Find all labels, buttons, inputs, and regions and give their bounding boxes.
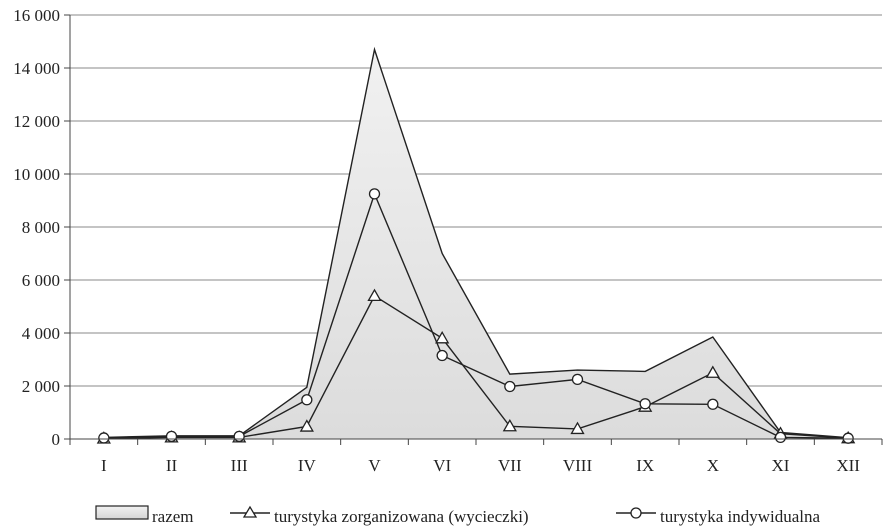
x-tick-label: III	[231, 456, 248, 475]
y-tick-label: 2 000	[22, 377, 60, 396]
series-indywidualna	[98, 188, 854, 444]
x-tick-label: XII	[836, 456, 860, 475]
x-tick-label: VI	[433, 456, 451, 475]
x-tick-label: X	[707, 456, 719, 475]
circle-marker	[436, 349, 448, 362]
circle-marker	[504, 380, 516, 393]
triangle-marker	[435, 330, 450, 344]
triangle-marker	[367, 288, 382, 302]
circle-marker	[639, 398, 651, 410]
y-tick-label: 10 000	[13, 165, 60, 184]
legend: razem turystyka zorganizowana (wycieczki)…	[95, 505, 821, 526]
series-line	[103, 294, 849, 440]
area-fill	[103, 49, 849, 439]
y-tick-label: 12 000	[13, 112, 60, 131]
series-line	[103, 191, 849, 439]
triangle-marker	[502, 418, 517, 432]
circle-marker	[165, 430, 178, 443]
circle-marker	[707, 398, 719, 410]
x-tick-label: IV	[298, 456, 317, 475]
x-tick-label: XI	[772, 456, 790, 475]
y-tick-label: 0	[52, 430, 61, 449]
gridlines	[70, 14, 882, 387]
circle-marker	[571, 373, 584, 386]
x-tick-label: IX	[636, 456, 654, 475]
area-series-razem	[103, 46, 849, 439]
legend-label-razem: razem	[152, 507, 194, 526]
y-tick-label: 4 000	[22, 324, 60, 343]
triangle-marker	[570, 421, 585, 435]
legend-circle-marker	[630, 507, 642, 519]
circle-marker	[98, 432, 110, 444]
y-tick-label: 6 000	[22, 271, 60, 290]
circle-marker	[301, 394, 313, 406]
legend-swatch-razem	[95, 505, 149, 520]
x-tick-label: VIII	[563, 456, 593, 475]
x-tick-label: II	[166, 456, 178, 475]
y-tick-label: 8 000	[22, 218, 60, 237]
circle-marker	[233, 430, 245, 443]
circle-marker	[842, 432, 854, 444]
x-tick-label: I	[101, 456, 107, 475]
x-tick-label: VII	[498, 456, 522, 475]
axes: 0 2 000 4 000 6 000 8 000 10 000 12 000 14 000 1…	[13, 6, 883, 475]
y-tick-label: 16 000	[13, 6, 60, 25]
circle-marker	[774, 431, 787, 444]
triangle-marker	[299, 419, 314, 432]
legend-label-zorganizowana: turystyka zorganizowana (wycieczki)	[274, 507, 529, 526]
x-tick-label: V	[368, 456, 381, 475]
legend-triangle-marker	[242, 505, 258, 518]
y-tick-label: 14 000	[13, 59, 60, 78]
triangle-marker	[705, 365, 720, 378]
legend-label-indywidualna: turystyka indywidualna	[660, 507, 821, 526]
circle-marker	[368, 188, 381, 200]
